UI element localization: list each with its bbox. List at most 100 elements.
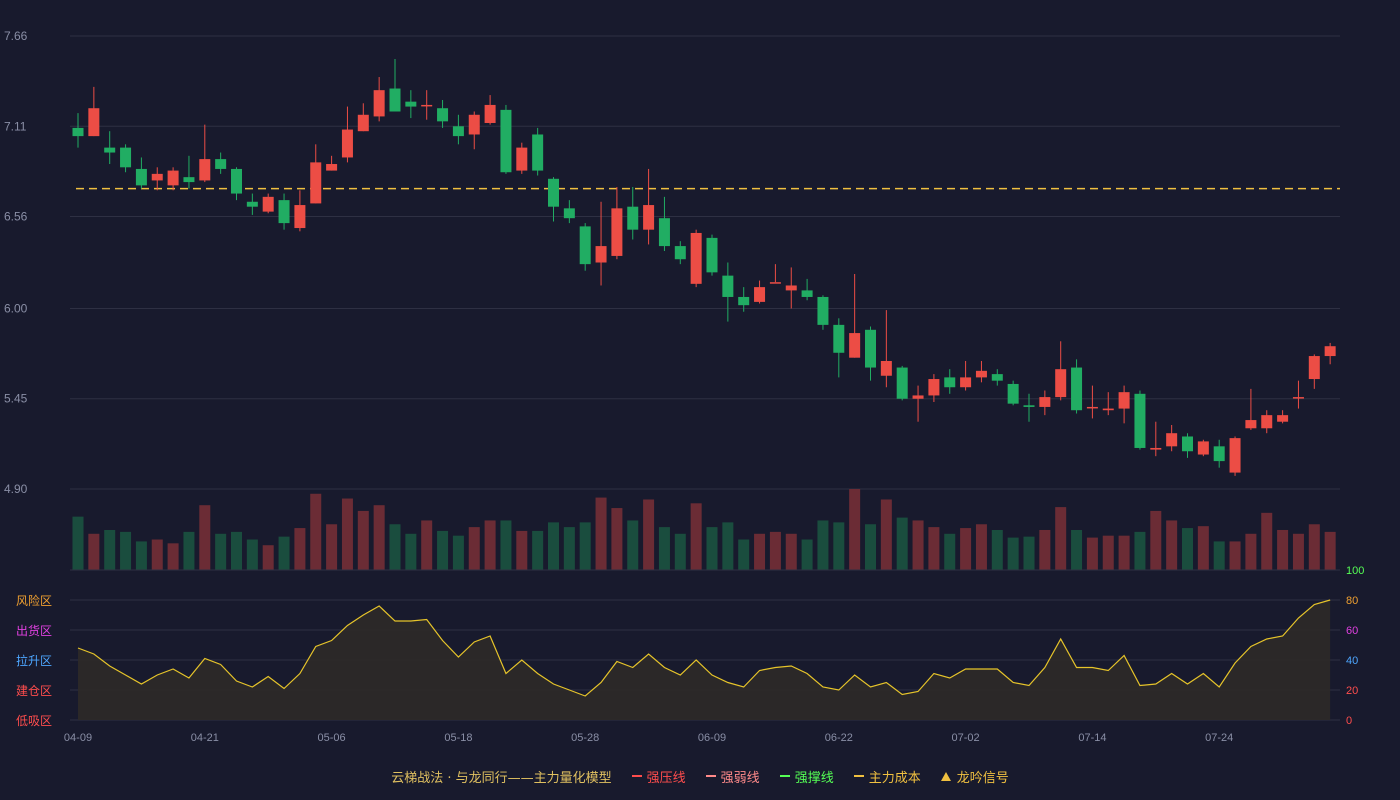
volume-bar: [769, 531, 781, 570]
candle-body[interactable]: [991, 374, 1003, 381]
candle-body[interactable]: [120, 147, 132, 168]
candle-body[interactable]: [278, 200, 290, 224]
volume-bar: [1245, 533, 1257, 570]
candle-body[interactable]: [928, 379, 940, 396]
candle-body[interactable]: [341, 129, 353, 158]
candle-body[interactable]: [769, 282, 781, 284]
candle-body[interactable]: [579, 226, 591, 265]
candle-body[interactable]: [389, 88, 401, 112]
volume-bar: [548, 522, 559, 570]
candle-body[interactable]: [674, 246, 686, 260]
legend-item[interactable]: 强压线: [631, 767, 686, 786]
candle-body[interactable]: [199, 159, 211, 181]
osc-tick-label: 40: [1346, 655, 1358, 667]
volume-bar: [833, 522, 845, 570]
legend-item[interactable]: 强弱线: [705, 767, 760, 786]
candle-body[interactable]: [817, 296, 829, 325]
candle-body[interactable]: [833, 324, 845, 353]
candle-body[interactable]: [1229, 438, 1241, 473]
candle-body[interactable]: [1213, 446, 1225, 462]
candle-body[interactable]: [151, 173, 163, 181]
candle-body[interactable]: [738, 296, 750, 306]
candle-body[interactable]: [1182, 436, 1193, 452]
candle-body[interactable]: [849, 333, 861, 358]
candle-body[interactable]: [563, 208, 575, 219]
candle-body[interactable]: [1118, 392, 1130, 409]
candle-body[interactable]: [484, 104, 496, 123]
candle-body[interactable]: [1150, 447, 1162, 450]
volume-bar: [135, 541, 147, 570]
candle-body[interactable]: [643, 205, 655, 230]
candle-body[interactable]: [595, 246, 607, 263]
candle-body[interactable]: [1071, 367, 1083, 411]
candle-body[interactable]: [706, 237, 718, 273]
candle-body[interactable]: [912, 395, 924, 399]
candle-body[interactable]: [1261, 415, 1273, 429]
candle-body[interactable]: [658, 218, 670, 247]
candle-body[interactable]: [215, 159, 227, 169]
volume-bar: [595, 497, 607, 570]
candle-body[interactable]: [1007, 383, 1019, 404]
stock-chart[interactable]: 7.66 7.11 6.56 6.00 5.45 4.90 80 风险区 60 出货区 40 拉升区 2…: [0, 0, 1400, 760]
candle-body[interactable]: [722, 275, 734, 297]
volume-bar: [1055, 507, 1067, 570]
candle-body[interactable]: [627, 206, 639, 230]
candle-body[interactable]: [1134, 393, 1146, 448]
candle-body[interactable]: [801, 290, 813, 297]
legend-item[interactable]: 强撑线: [779, 767, 834, 786]
candle-body[interactable]: [452, 126, 464, 137]
candle-body[interactable]: [88, 108, 100, 137]
candle-body[interactable]: [1039, 397, 1051, 407]
candle-body[interactable]: [944, 377, 956, 388]
candle-body[interactable]: [294, 205, 306, 229]
candle-body[interactable]: [468, 114, 480, 135]
candle-body[interactable]: [135, 168, 147, 186]
candle-body[interactable]: [1086, 406, 1098, 409]
candle-body[interactable]: [104, 147, 116, 153]
candle-body[interactable]: [183, 177, 195, 183]
candle-body[interactable]: [1023, 405, 1035, 407]
candle-body[interactable]: [1166, 433, 1178, 447]
candle-body[interactable]: [690, 232, 702, 284]
candle-body[interactable]: [246, 201, 258, 207]
candle-body[interactable]: [532, 134, 544, 171]
volume-bar: [817, 520, 829, 570]
volume-bar: [1308, 524, 1320, 570]
candle-body[interactable]: [72, 127, 84, 137]
candle-body[interactable]: [231, 168, 242, 194]
candle-body[interactable]: [785, 285, 797, 291]
candle-body[interactable]: [1277, 415, 1289, 422]
legend-item[interactable]: 龙吟信号: [940, 767, 1009, 786]
volume-bar: [183, 531, 195, 570]
candle-body[interactable]: [1324, 346, 1336, 357]
candle-body[interactable]: [1197, 441, 1209, 455]
candle-body[interactable]: [373, 90, 385, 117]
candle-body[interactable]: [405, 101, 417, 107]
volume-bar: [1118, 535, 1130, 570]
candle-body[interactable]: [1245, 420, 1257, 429]
candle-body[interactable]: [262, 196, 274, 212]
volume-bar: [849, 489, 861, 570]
candle-body[interactable]: [357, 114, 369, 132]
candle-body[interactable]: [880, 360, 892, 376]
candle-body[interactable]: [167, 170, 179, 186]
candle-body[interactable]: [1308, 356, 1320, 380]
candle-body[interactable]: [437, 108, 449, 122]
legend-item[interactable]: 云梯战法 · 与龙同行——主力量化模型: [391, 767, 611, 786]
candle-body[interactable]: [1055, 369, 1067, 398]
candle-body[interactable]: [421, 104, 433, 107]
candle-body[interactable]: [975, 370, 987, 378]
candle-body[interactable]: [754, 287, 766, 302]
candle-body[interactable]: [1102, 408, 1114, 411]
candle-body[interactable]: [310, 162, 322, 204]
legend-item[interactable]: 主力成本: [853, 767, 921, 786]
candle-body[interactable]: [896, 367, 908, 399]
candle-body[interactable]: [326, 164, 338, 171]
candle-body[interactable]: [548, 178, 559, 207]
candle-body[interactable]: [611, 208, 623, 256]
candle-body[interactable]: [865, 329, 876, 368]
candle-body[interactable]: [500, 109, 512, 173]
candle-body[interactable]: [1292, 397, 1304, 399]
candle-body[interactable]: [516, 147, 528, 171]
candle-body[interactable]: [960, 377, 972, 388]
